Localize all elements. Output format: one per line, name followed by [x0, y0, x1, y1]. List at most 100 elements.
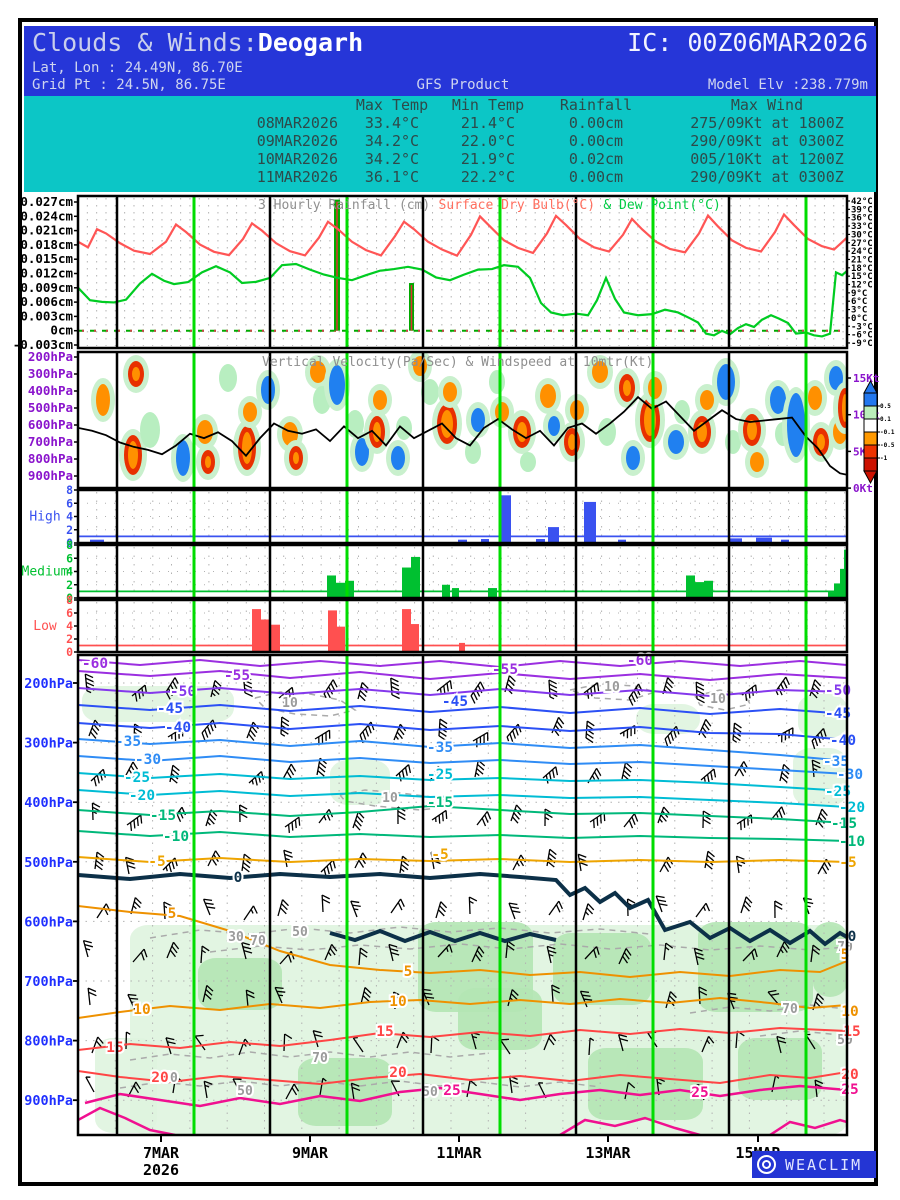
logo-text: WEACLIM [785, 1155, 863, 1174]
svg-text:800hPa: 800hPa [28, 451, 73, 466]
svg-text:15°C: 15°C [851, 272, 873, 282]
svg-text:6: 6 [66, 551, 73, 565]
svg-text:-10: -10 [163, 829, 189, 845]
table-cell: 22.0°C [460, 132, 516, 150]
svg-text:-9°C: -9°C [851, 339, 873, 349]
weaclim-badge: WEACLIM [752, 1151, 876, 1178]
table-cell: 005/10Kt at 1200Z [690, 150, 844, 168]
svg-text:2: 2 [66, 632, 73, 646]
svg-text:36°C: 36°C [851, 214, 873, 224]
svg-text:33°C: 33°C [851, 222, 873, 232]
svg-text:200hPa: 200hPa [24, 676, 73, 692]
svg-text:0.012cm: 0.012cm [20, 266, 73, 281]
svg-text:-10: -10 [839, 834, 865, 850]
svg-text:15Kt: 15Kt [853, 372, 880, 385]
svg-text:20: 20 [389, 1065, 406, 1081]
svg-text:-25: -25 [124, 770, 150, 786]
svg-text:300hPa: 300hPa [24, 736, 73, 752]
table-row: 09MAR2026 34.2°C 22.0°C 0.00cm 290/09Kt at 0… [24, 132, 876, 150]
svg-text:-55: -55 [492, 662, 518, 678]
svg-text:-50: -50 [825, 683, 851, 699]
svg-text:13MAR: 13MAR [585, 1144, 631, 1162]
svg-text:70: 70 [837, 940, 853, 955]
svg-text:5: 5 [404, 964, 413, 980]
svg-text:Low: Low [33, 619, 57, 634]
svg-text:50: 50 [292, 925, 308, 940]
svg-text:-30: -30 [837, 767, 863, 783]
svg-text:3 Hourly Rainfall (cm): 3 Hourly Rainfall (cm) [258, 198, 430, 213]
svg-text:900hPa: 900hPa [24, 1093, 73, 1109]
svg-text:21°C: 21°C [851, 255, 873, 265]
svg-text:-0.5: -0.5 [880, 442, 895, 449]
svg-text:0: 0 [234, 870, 243, 886]
svg-text:0.5: 0.5 [880, 403, 891, 410]
svg-text:-3°C: -3°C [851, 322, 873, 332]
svg-text:0.018cm: 0.018cm [20, 237, 73, 252]
table-cell: 0.00cm [568, 132, 624, 150]
svg-text:2: 2 [66, 523, 73, 537]
svg-text:9MAR: 9MAR [292, 1144, 329, 1162]
svg-text:0cm: 0cm [50, 323, 73, 338]
svg-text:24°C: 24°C [851, 247, 873, 257]
table-row: 11MAR2026 36.1°C 22.2°C 0.00cm 290/09Kt at 0… [24, 168, 876, 186]
svg-text:50: 50 [237, 1084, 253, 1099]
table-cell: 275/09Kt at 1800Z [690, 114, 844, 132]
svg-text:7MAR: 7MAR [143, 1144, 180, 1162]
svg-text:15: 15 [106, 1040, 123, 1056]
svg-text:10: 10 [710, 692, 726, 707]
svg-text:25: 25 [443, 1083, 460, 1099]
svg-text:8: 8 [66, 593, 73, 607]
figure-frame [18, 18, 878, 1186]
svg-text:-25: -25 [427, 767, 453, 783]
table-cell: 36.1°C [364, 168, 420, 186]
svg-text:10: 10 [382, 791, 398, 806]
svg-text:42°C: 42°C [851, 197, 873, 207]
svg-text:11MAR: 11MAR [436, 1144, 482, 1162]
svg-text:0.027cm: 0.027cm [20, 194, 73, 209]
table-cell: 21.9°C [460, 150, 516, 168]
table-cell: 09MAR2026 [256, 132, 338, 150]
svg-text:500hPa: 500hPa [24, 855, 73, 871]
table-cell: 11MAR2026 [256, 168, 338, 186]
svg-text:-15: -15 [831, 816, 857, 832]
svg-text:0Kt: 0Kt [853, 482, 873, 495]
svg-text:50: 50 [837, 1033, 853, 1048]
table-cell: 08MAR2026 [256, 114, 338, 132]
svg-text:0.024cm: 0.024cm [20, 208, 73, 223]
svg-text:18°C: 18°C [851, 264, 873, 274]
page-title: Clouds & Winds:Deogarh [32, 28, 364, 57]
svg-text:15: 15 [376, 1024, 393, 1040]
svg-text:0.009cm: 0.009cm [20, 280, 73, 295]
column-header: Min Temp [451, 96, 525, 114]
svg-text:High: High [29, 510, 60, 525]
svg-text:-40: -40 [830, 733, 856, 749]
svg-text:-45: -45 [157, 701, 183, 717]
svg-text:-5: -5 [148, 854, 165, 870]
svg-text:12°C: 12°C [851, 281, 873, 291]
svg-text:39°C: 39°C [851, 205, 873, 215]
svg-text:6°C: 6°C [851, 297, 867, 307]
svg-text:70: 70 [250, 934, 266, 949]
table-cell: 22.2°C [460, 168, 516, 186]
svg-text:Vertical Velocity(Pa/Sec) & Wi: Vertical Velocity(Pa/Sec) & Windspeed at… [262, 355, 653, 370]
svg-text:0.021cm: 0.021cm [20, 223, 73, 238]
svg-text:-35: -35 [427, 740, 453, 756]
svg-text:-55: -55 [224, 668, 250, 684]
svg-text:70: 70 [782, 1002, 798, 1017]
svg-text:6: 6 [66, 496, 73, 510]
table-cell: 0.00cm [568, 114, 624, 132]
svg-text:0: 0 [66, 645, 73, 659]
grid-point-label: Grid Pt : 24.5N, 86.75E [32, 77, 226, 93]
lat-lon-label: Lat, Lon : 24.49N, 86.70E [32, 60, 243, 76]
svg-text:25: 25 [841, 1082, 858, 1098]
svg-text:500hPa: 500hPa [28, 400, 73, 415]
svg-text:800hPa: 800hPa [24, 1034, 73, 1050]
svg-text:-0.1: -0.1 [880, 429, 895, 436]
svg-text:& Dew Point(°C): & Dew Point(°C) [603, 198, 720, 213]
svg-text:50: 50 [162, 1071, 178, 1086]
svg-text:4: 4 [66, 510, 73, 524]
svg-text:-15: -15 [150, 808, 176, 824]
column-header: Rainfall [559, 96, 633, 114]
table-row: 10MAR2026 34.2°C 21.9°C 0.02cm 005/10Kt at 1… [24, 150, 876, 168]
